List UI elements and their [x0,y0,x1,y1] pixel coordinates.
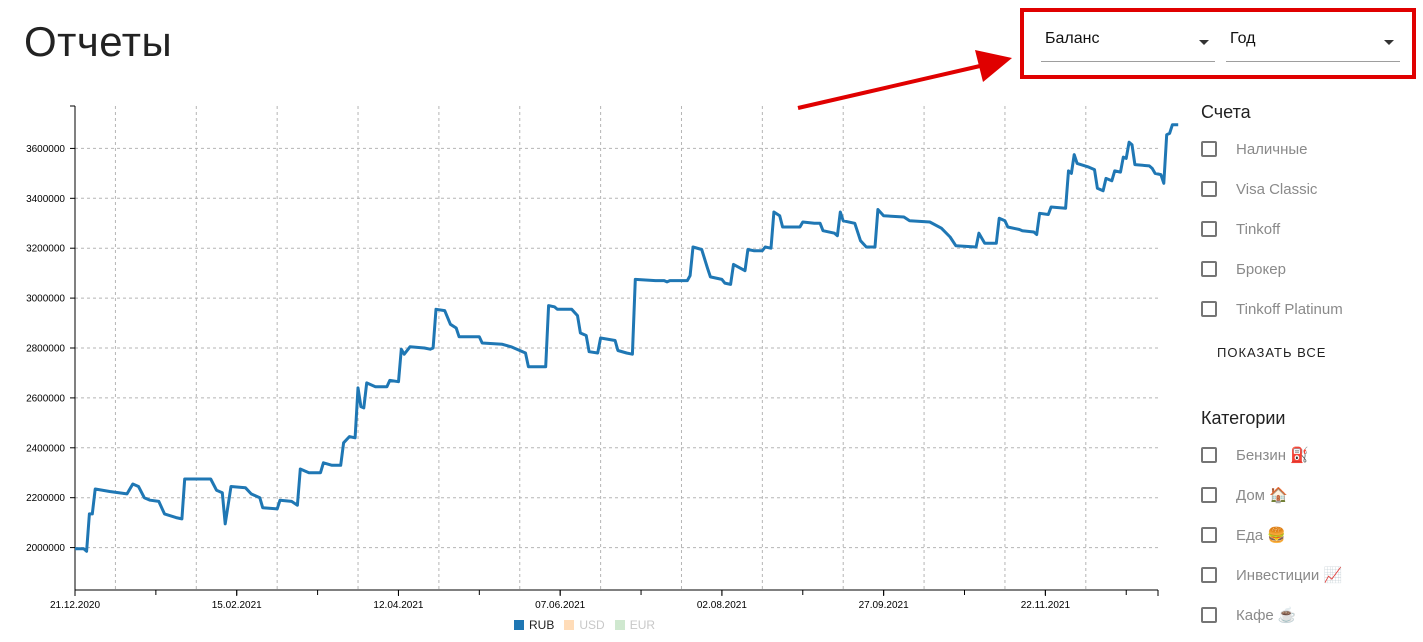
y-tick-label: 2800000 [26,344,65,355]
x-tick-label: 21.12.2020 [50,600,100,611]
category-label: Инвестиции 📈 [1236,567,1343,584]
checkbox[interactable] [1201,261,1217,277]
x-tick-label: 27.09.2021 [859,600,909,611]
checkbox[interactable] [1201,221,1217,237]
legend-label: RUB [529,618,555,632]
series-line-rub [75,123,1179,553]
x-tick-label: 15.02.2021 [212,600,262,611]
page-title: Отчеты [24,18,173,65]
accounts-heading: Счета [1201,102,1251,122]
category-item-food[interactable]: Еда 🍔 [1201,524,1286,546]
account-item-tinkoff-platinum[interactable]: Tinkoff Platinum [1201,298,1343,320]
period-select[interactable]: Год [1226,22,1400,62]
checkbox[interactable] [1201,447,1217,463]
account-label: Наличные [1236,140,1308,158]
y-tick-label: 2200000 [26,493,65,504]
category-item-home[interactable]: Дом 🏠 [1201,484,1288,506]
account-label: Tinkoff Platinum [1236,300,1343,318]
category-item-cafe[interactable]: Кафе ☕ [1201,604,1297,626]
y-tick-label: 2400000 [26,443,65,454]
account-item-cash[interactable]: Наличные [1201,138,1308,160]
report-type-value: Баланс [1045,30,1100,47]
legend-label: USD [579,618,605,632]
checkbox[interactable] [1201,181,1217,197]
chart-legend: RUB USD EUR [514,618,665,632]
legend-swatch [514,620,524,630]
checkbox[interactable] [1201,607,1217,623]
category-label: Бензин ⛽ [1236,447,1309,464]
account-label: Visa Classic [1236,180,1318,198]
account-item-visa-classic[interactable]: Visa Classic [1201,178,1317,200]
x-tick-label: 02.08.2021 [697,600,747,611]
account-item-broker[interactable]: Брокер [1201,258,1286,280]
filters-highlight-box [1020,8,1416,79]
chevron-down-icon [1199,40,1209,45]
checkbox[interactable] [1201,141,1217,157]
legend-item-usd[interactable]: USD [564,618,605,632]
legend-item-rub[interactable]: RUB [514,618,554,632]
checkbox[interactable] [1201,527,1217,543]
legend-label: EUR [629,618,656,632]
account-label: Tinkoff [1236,220,1281,238]
category-label: Еда 🍔 [1236,527,1286,544]
x-tick-label: 22.11.2021 [1021,600,1071,611]
y-tick-label: 2000000 [26,543,65,554]
balance-chart: 2000000 2200000 2400000 2600000 2800000 30000… [26,105,1179,611]
checkbox[interactable] [1201,487,1217,503]
show-all-button[interactable]: ПОКАЗАТЬ ВСЕ [1217,345,1327,360]
x-tick-label: 12.04.2021 [373,600,423,611]
period-value: Год [1230,30,1256,47]
y-tick-label: 3400000 [26,194,65,205]
category-label: Кафе ☕ [1236,607,1297,624]
legend-item-eur[interactable]: EUR [614,618,656,632]
y-tick-label: 2600000 [26,393,65,404]
categories-heading: Категории [1201,408,1286,428]
checkbox[interactable] [1201,301,1217,317]
x-tick-label: 07.06.2021 [535,600,585,611]
account-item-tinkoff[interactable]: Tinkoff [1201,218,1280,240]
y-tick-label: 3200000 [26,244,65,255]
legend-swatch [564,620,575,630]
category-label: Дом 🏠 [1236,487,1288,504]
legend-swatch [614,620,625,630]
category-item-investments[interactable]: Инвестиции 📈 [1201,564,1342,586]
account-label: Брокер [1236,260,1286,278]
chevron-down-icon [1384,40,1394,45]
category-item-fuel[interactable]: Бензин ⛽ [1201,444,1309,466]
y-tick-label: 3600000 [26,144,65,155]
report-type-select[interactable]: Баланс [1041,22,1215,62]
y-tick-label: 3000000 [26,294,65,305]
checkbox[interactable] [1201,567,1217,583]
